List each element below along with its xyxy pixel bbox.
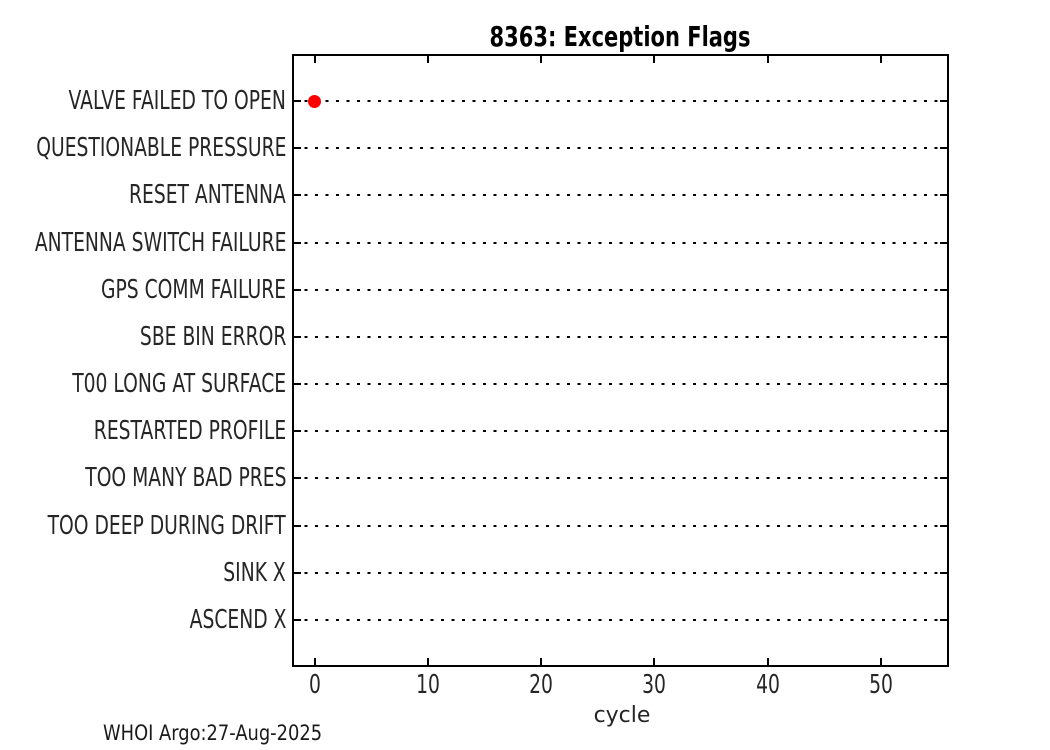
y-axis-tick-left bbox=[294, 477, 301, 480]
y-axis-tick-right bbox=[940, 288, 947, 291]
y-axis-tick-right bbox=[940, 147, 947, 150]
x-axis-tick-bottom bbox=[766, 658, 769, 665]
y-axis-tick-left bbox=[294, 524, 301, 527]
x-axis-tick-bottom bbox=[653, 658, 656, 665]
grid-row-dotted-line bbox=[294, 147, 947, 150]
y-tick-label: RESET ANTENNA bbox=[129, 180, 286, 211]
y-axis-tick-left bbox=[294, 383, 301, 386]
x-tick-label: 50 bbox=[869, 670, 893, 700]
y-axis-tick-right bbox=[940, 383, 947, 386]
y-tick-label: SBE BIN ERROR bbox=[139, 321, 286, 352]
y-axis-tick-left bbox=[294, 147, 301, 150]
grid-row-dotted-line bbox=[294, 618, 947, 621]
y-axis-tick-left bbox=[294, 571, 301, 574]
x-tick-label: 40 bbox=[755, 670, 780, 700]
y-tick-label: RESTARTED PROFILE bbox=[93, 416, 286, 447]
grid-row-dotted-line bbox=[294, 241, 947, 244]
x-axis-tick-top bbox=[766, 56, 769, 63]
y-axis-tick-right bbox=[940, 430, 947, 433]
chart-title: 8363: Exception Flags bbox=[489, 20, 751, 53]
y-axis-tick-right bbox=[940, 100, 947, 103]
grid-row-dotted-line bbox=[294, 383, 947, 386]
y-axis-tick-right bbox=[940, 524, 947, 527]
grid-row-dotted-line bbox=[294, 335, 947, 338]
x-axis-tick-top bbox=[313, 56, 316, 63]
y-axis-tick-right bbox=[940, 618, 947, 621]
y-axis-tick-left bbox=[294, 241, 301, 244]
y-axis-tick-left bbox=[294, 618, 301, 621]
y-tick-label: GPS COMM FAILURE bbox=[100, 274, 286, 305]
y-axis-tick-right bbox=[940, 194, 947, 197]
x-axis-tick-bottom bbox=[540, 658, 543, 665]
y-axis-tick-right bbox=[940, 335, 947, 338]
x-axis-tick-top bbox=[653, 56, 656, 63]
x-tick-label: 20 bbox=[529, 670, 554, 700]
x-axis-tick-bottom bbox=[880, 658, 883, 665]
grid-row-dotted-line bbox=[294, 430, 947, 433]
y-axis-tick-right bbox=[940, 241, 947, 244]
data-point-marker bbox=[308, 94, 322, 108]
x-axis-tick-top bbox=[540, 56, 543, 63]
x-axis-title: cycle bbox=[593, 703, 651, 728]
y-tick-label: TOO DEEP DURING DRIFT bbox=[47, 510, 286, 541]
y-tick-label: VALVE FAILED TO OPEN bbox=[68, 86, 286, 117]
x-axis-tick-bottom bbox=[313, 658, 316, 665]
y-tick-label: ANTENNA SWITCH FAILURE bbox=[34, 227, 286, 258]
y-axis-tick-left bbox=[294, 335, 301, 338]
y-tick-label: ASCEND X bbox=[189, 604, 286, 635]
x-axis-tick-bottom bbox=[426, 658, 429, 665]
y-tick-label: TOO MANY BAD PRES bbox=[84, 463, 286, 494]
y-axis-tick-right bbox=[940, 477, 947, 480]
grid-row-dotted-line bbox=[294, 288, 947, 291]
watermark-text: WHOI Argo:27-Aug-2025 bbox=[103, 721, 323, 745]
x-axis-tick-top bbox=[880, 56, 883, 63]
y-tick-label: QUESTIONABLE PRESSURE bbox=[35, 133, 286, 164]
x-axis-tick-top bbox=[426, 56, 429, 63]
grid-row-dotted-line bbox=[294, 477, 947, 480]
y-tick-label: SINK X bbox=[223, 557, 286, 588]
y-axis-tick-left bbox=[294, 430, 301, 433]
grid-row-dotted-line bbox=[294, 571, 947, 574]
y-axis-tick-right bbox=[940, 571, 947, 574]
plot-area bbox=[292, 54, 949, 667]
x-tick-label: 30 bbox=[642, 670, 667, 700]
x-tick-label: 0 bbox=[308, 670, 321, 700]
grid-row-dotted-line bbox=[294, 524, 947, 527]
y-axis-tick-left bbox=[294, 288, 301, 291]
y-tick-label: T00 LONG AT SURFACE bbox=[72, 369, 286, 400]
grid-row-dotted-line bbox=[294, 100, 947, 103]
x-tick-label: 10 bbox=[416, 670, 440, 700]
grid-row-dotted-line bbox=[294, 194, 947, 197]
y-axis-tick-left bbox=[294, 100, 301, 103]
y-axis-tick-left bbox=[294, 194, 301, 197]
